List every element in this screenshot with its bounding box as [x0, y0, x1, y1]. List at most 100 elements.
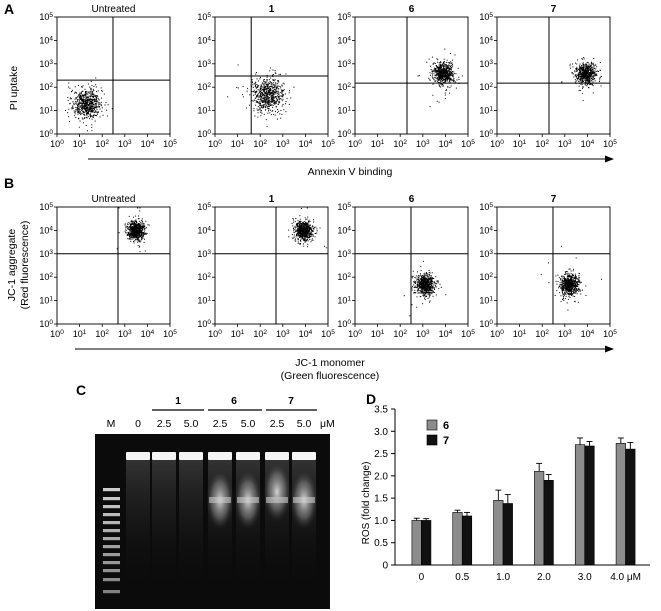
flow-event-dot — [441, 79, 443, 81]
flow-event-dot — [93, 104, 95, 106]
flow-event-dot — [424, 280, 426, 282]
flow-event-dot — [424, 291, 426, 293]
flow-event-dot — [425, 281, 427, 283]
flow-event-dot — [429, 278, 431, 280]
flow-event-dot — [429, 284, 431, 286]
flow-event-dot — [86, 92, 87, 94]
flow-event-dot — [129, 223, 131, 225]
flow-event-dot — [434, 70, 436, 72]
flow-event-dot — [442, 63, 444, 65]
flow-event-dot — [71, 89, 73, 91]
flow-event-dot — [414, 283, 416, 284]
flow-event-dot — [281, 91, 283, 93]
flow-event-dot — [272, 90, 274, 92]
flow-event-dot — [138, 240, 140, 242]
flow-event-dot — [422, 282, 424, 284]
flow-event-dot — [569, 294, 571, 296]
flow-event-dot — [419, 296, 421, 298]
flow-event-dot — [589, 81, 590, 83]
flow-event-dot — [271, 97, 273, 99]
flow-event-dot — [135, 232, 137, 234]
flow-event-dot — [417, 276, 419, 278]
flow-event-dot — [584, 77, 586, 79]
flow-event-dot — [435, 71, 437, 73]
flow-event-dot — [575, 76, 577, 78]
flow-event-dot — [85, 106, 87, 107]
flow-event-dot — [590, 70, 592, 72]
flow-event-dot — [438, 62, 440, 64]
y-tick-label-b-3-2: 102 — [479, 272, 493, 283]
flow-event-dot — [80, 91, 82, 93]
flow-event-dot — [312, 230, 314, 232]
flow-event-dot — [90, 90, 92, 92]
flow-event-dot — [436, 280, 438, 282]
flow-event-dot — [593, 64, 595, 66]
flow-event-dot — [94, 95, 96, 97]
flow-event-dot — [141, 234, 142, 236]
flow-event-dot — [299, 231, 301, 233]
flow-event-dot — [282, 98, 284, 100]
flow-event-dot — [409, 315, 411, 317]
flow-event-dot — [431, 73, 433, 75]
flow-event-dot — [266, 90, 268, 92]
flow-event-dot — [92, 97, 94, 99]
flow-event-dot — [298, 231, 299, 233]
flow-event-dot — [142, 227, 144, 229]
flow-event-dot — [266, 80, 268, 82]
panel-letter-a: A — [4, 1, 14, 17]
flow-event-dot — [582, 69, 584, 71]
flow-event-dot — [299, 221, 301, 223]
flow-event-dot — [572, 63, 574, 65]
flow-event-dot — [255, 96, 257, 98]
flow-event-dot — [307, 227, 309, 229]
flow-event-dot — [95, 101, 97, 103]
flow-event-dot — [580, 73, 582, 75]
flow-event-dot — [301, 236, 303, 237]
flow-event-dot — [429, 277, 431, 278]
flow-event-dot — [456, 79, 458, 81]
flow-event-dot — [579, 63, 581, 65]
flow-event-dot — [142, 226, 144, 228]
flow-event-dot — [90, 111, 92, 113]
flow-event-dot — [417, 279, 419, 281]
flow-event-dot — [274, 88, 275, 90]
flow-event-dot — [571, 72, 573, 74]
flow-event-dot — [137, 218, 139, 220]
flow-event-dot — [275, 83, 277, 85]
flow-event-dot — [433, 287, 435, 289]
flow-event-dot — [587, 76, 589, 78]
flow-event-dot — [95, 98, 97, 100]
flow-event-dot — [266, 74, 268, 76]
flow-event-dot — [85, 91, 87, 92]
flow-event-dot — [299, 225, 301, 227]
flow-event-dot — [72, 101, 74, 103]
x-tick-label-b-3-0: 100 — [490, 329, 504, 340]
flow-event-dot — [419, 292, 421, 294]
flow-event-dot — [140, 238, 142, 240]
flow-event-dot — [254, 97, 256, 99]
flow-event-dot — [131, 221, 133, 222]
flow-event-dot — [442, 85, 444, 87]
flow-event-dot — [301, 224, 303, 226]
flow-event-dot — [444, 64, 446, 65]
flow-event-dot — [577, 73, 579, 75]
flow-event-dot — [140, 236, 141, 237]
flow-event-dot — [275, 105, 277, 107]
flow-event-dot — [540, 274, 542, 276]
flow-event-dot — [136, 221, 137, 222]
flow-event-dot — [137, 230, 139, 232]
flow-event-dot — [430, 286, 432, 287]
flow-event-dot — [443, 72, 445, 74]
x-tick-label-a-2-2: 102 — [393, 139, 407, 150]
flow-event-dot — [445, 73, 447, 74]
flow-event-dot — [415, 275, 417, 277]
flow-event-dot — [444, 81, 446, 83]
flow-event-dot — [263, 99, 265, 101]
flow-event-dot — [561, 81, 563, 83]
flow-event-dot — [93, 104, 94, 105]
flow-event-dot — [300, 230, 302, 232]
flow-event-dot — [582, 76, 584, 78]
flow-event-dot — [75, 103, 77, 105]
flow-plot-title-b-0: Untreated — [92, 194, 136, 205]
flow-event-dot — [427, 280, 428, 281]
